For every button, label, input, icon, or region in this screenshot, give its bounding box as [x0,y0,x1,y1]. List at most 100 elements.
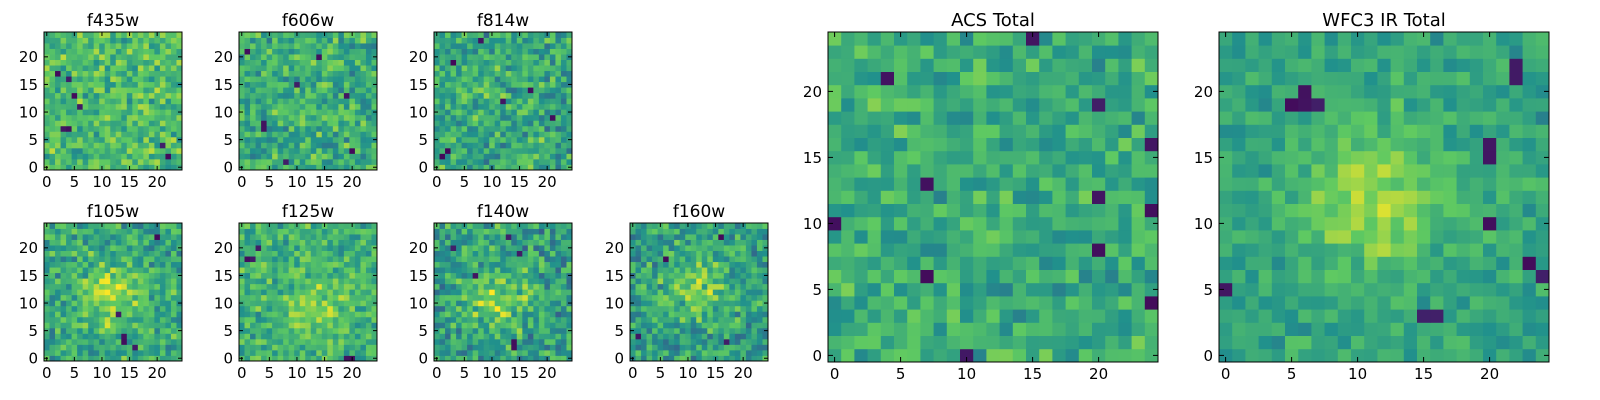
heatmap-cell [560,114,567,121]
heatmap-cell [505,37,512,44]
heatmap-cell [685,239,692,246]
heatmap-cell [360,103,367,110]
heatmap-cell [560,158,567,165]
heatmap-cell [82,54,89,60]
heatmap-cell [283,59,290,66]
heatmap-cell [560,59,567,66]
heatmap-cell [841,282,855,297]
heatmap-cell [115,322,122,329]
heatmap-cell [489,114,496,121]
heatmap-cell [115,283,122,290]
heatmap-cell [255,305,262,312]
heatmap-cell [154,338,161,345]
heatmap-cell [745,327,752,334]
heatmap-cell [115,103,122,110]
heatmap-cell [560,333,567,340]
heatmap-cell [1092,269,1106,284]
heatmap-cell [338,109,345,116]
heatmap-cell [126,158,133,165]
heatmap-cell [272,32,279,38]
heatmap-cell [261,153,267,160]
heatmap-cell [478,131,485,138]
heatmap-cell [1052,335,1066,350]
heatmap-cell [244,278,251,285]
heatmap-cell [461,120,468,127]
heatmap-cell [745,261,752,268]
heatmap-cell [467,142,474,149]
heatmap-cell [283,153,290,160]
heatmap-cell [723,223,730,229]
heatmap-cell [533,32,540,38]
heatmap-cell [696,305,703,312]
heatmap-cell [461,37,468,44]
heatmap-cell [299,92,306,99]
heatmap-cell [93,103,100,110]
heatmap-cell [549,239,556,246]
heatmap-cell [159,261,166,268]
heatmap-cell [467,65,474,72]
heatmap-cell [261,142,267,149]
heatmap-cell [170,109,177,116]
heatmap-cell [143,92,150,99]
heatmap-cell [305,76,312,83]
heatmap-cell [456,338,462,345]
heatmap-cell [261,70,267,77]
heatmap-cell [294,305,301,312]
heatmap-cell [104,70,111,77]
heatmap-cell [483,131,490,138]
heatmap-cell [121,283,128,290]
heatmap-cell [1012,269,1027,284]
heatmap-cell [159,278,166,285]
heatmap-cell [555,349,562,356]
heatmap-cell [500,54,507,60]
heatmap-cell [239,59,245,66]
heatmap-cell [255,103,262,110]
heatmap-cell [170,316,177,323]
heatmap-cell [371,338,378,345]
heatmap-cell [467,43,474,49]
heatmap-cell [277,283,284,290]
heatmap-cell [646,300,653,307]
heatmap-cell [751,344,758,351]
heatmap-cell [461,267,468,274]
heatmap-cell [365,147,372,154]
heatmap-cell [299,87,306,94]
heatmap-cell [244,228,251,235]
heatmap-cell [933,282,948,297]
heatmap-cell [332,278,339,285]
heatmap-cell [472,142,479,149]
heatmap-cell [679,316,686,323]
heatmap-cell [159,43,166,49]
heatmap-cell [266,245,273,251]
heatmap-cell [920,216,934,231]
heatmap-cell [516,43,523,49]
heatmap-cell [143,250,150,257]
heatmap-cell [450,228,457,235]
x-tick-label: 15 [120,173,139,191]
heatmap-cell [272,109,279,116]
heatmap-cell [555,164,562,171]
heatmap-cell [371,322,378,329]
heatmap-cell [635,256,642,263]
heatmap-cell [527,37,534,44]
heatmap-cell [49,327,56,334]
heatmap-cell [294,261,301,268]
y-tick-label: 5 [418,131,428,149]
heatmap-cell [472,65,479,72]
heatmap-cell [60,278,67,285]
heatmap-cell [450,223,457,229]
heatmap-cell [99,147,106,154]
heatmap-cell [283,294,290,301]
heatmap-cell [239,256,245,263]
heatmap-cell [1118,243,1132,257]
heatmap-cell [266,43,273,49]
heatmap-cell [696,278,703,285]
heatmap-cell [272,239,279,246]
heatmap-cell [277,300,284,307]
heatmap-cell [718,311,725,318]
heatmap-cell [327,120,334,127]
heatmap-cell [641,333,647,340]
heatmap-cell [250,81,256,88]
heatmap-cell [305,136,312,143]
heatmap-cell [880,335,895,350]
